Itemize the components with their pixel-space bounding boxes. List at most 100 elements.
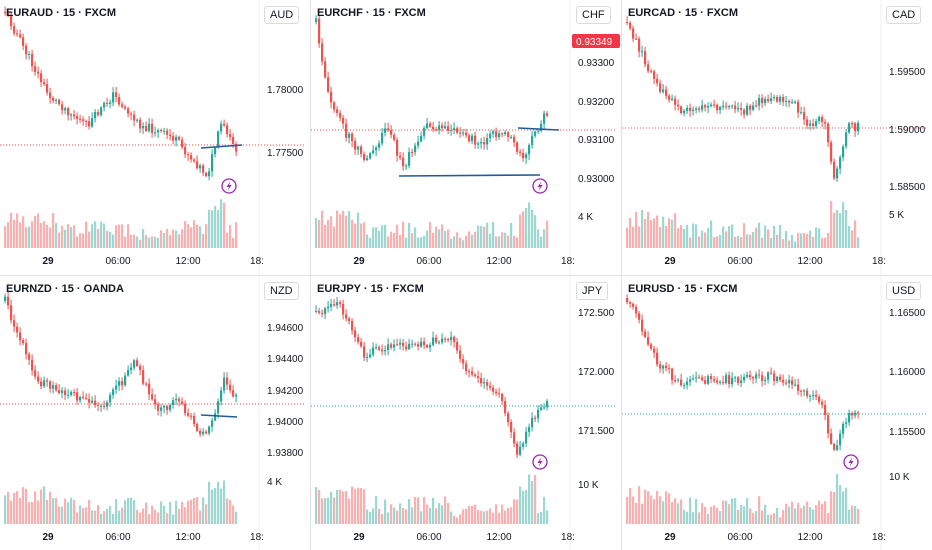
symbol-title[interactable]: EURCHF · 15 · FXCM	[317, 7, 426, 19]
volume-bar	[833, 212, 836, 248]
volume-bar	[791, 234, 794, 248]
candle	[88, 393, 91, 409]
candle	[629, 300, 632, 308]
volume-bar	[740, 505, 743, 524]
volume-bars	[626, 474, 860, 524]
volume-bar	[37, 213, 40, 248]
chart-panel-eurnzd[interactable]: 1.94600 1.94400 1.94200 1.94000 1.93800 4 K 29…	[0, 276, 310, 550]
trendline[interactable]	[200, 144, 243, 149]
candle	[713, 375, 716, 384]
volume-bar	[740, 237, 743, 248]
candle	[468, 368, 471, 378]
candle	[752, 101, 755, 112]
volume-bar	[139, 239, 142, 248]
volume-bar	[396, 510, 399, 524]
volume-bar	[49, 227, 52, 248]
currency-label[interactable]: CHF	[576, 6, 611, 24]
currency-label[interactable]: AUD	[264, 6, 300, 24]
symbol-title[interactable]: EURAUD · 15 · FXCM	[6, 7, 117, 19]
candle	[758, 94, 761, 111]
currency-label[interactable]: NZD	[264, 282, 299, 300]
candle	[366, 154, 369, 162]
chart-canvas[interactable]: 0.93300 0.93200 0.93100 0.93000 0.93349 4 K 29…	[311, 0, 621, 275]
currency-label[interactable]: JPY	[576, 282, 609, 300]
trendline[interactable]	[200, 414, 238, 418]
currency-label[interactable]: CAD	[886, 6, 922, 24]
candle	[471, 366, 474, 377]
volume-bar	[776, 507, 779, 524]
candle	[31, 354, 34, 376]
candle	[450, 331, 453, 346]
candle	[423, 337, 426, 350]
volume-bar	[22, 487, 25, 524]
candle	[345, 309, 348, 322]
volume-bar	[172, 229, 175, 248]
candle	[767, 94, 770, 104]
symbol-title[interactable]: EURCAD · 15 · FXCM	[628, 7, 739, 19]
candle	[776, 94, 779, 103]
lightning-bolt-icon[interactable]	[532, 454, 548, 470]
time-tick-label: 29	[42, 532, 54, 543]
lightning-bolt-icon[interactable]	[532, 178, 548, 194]
candle	[806, 387, 809, 399]
volume-bar	[644, 218, 647, 248]
volume-bar	[25, 227, 28, 248]
volume-bar	[668, 218, 671, 248]
chart-canvas[interactable]: 172.500 172.000 171.500 10 K 29 06:00 12:00 18:	[311, 276, 621, 550]
chart-canvas[interactable]: 1.59500 1.59000 1.58500 5 K 29 06:00 12:00 18:	[622, 0, 932, 275]
candle	[522, 148, 525, 162]
candle	[713, 99, 716, 108]
candle	[791, 376, 794, 389]
chart-canvas[interactable]: 1.16500 1.16000 1.15500 10 K 29 06:00 12:00 18:	[622, 276, 932, 550]
lightning-bolt-icon[interactable]	[221, 178, 237, 194]
candle	[82, 116, 85, 126]
volume-bar	[540, 236, 543, 248]
volume-bar	[76, 512, 79, 524]
volume-bar	[806, 233, 809, 248]
candle	[857, 410, 860, 419]
trendline[interactable]	[398, 174, 541, 177]
symbol-title[interactable]: EURJPY · 15 · FXCM	[317, 283, 424, 295]
volume-bar	[61, 225, 64, 248]
chart-panel-eurcad[interactable]: 1.59500 1.59000 1.58500 5 K 29 06:00 12:00 18: …	[622, 0, 932, 275]
volume-bar	[408, 499, 411, 524]
currency-label[interactable]: USD	[886, 282, 922, 300]
candle	[420, 131, 423, 143]
volume-bar	[803, 505, 806, 524]
candle	[40, 377, 43, 390]
candle	[626, 16, 629, 26]
volume-bar	[638, 226, 641, 248]
candle	[650, 68, 653, 74]
candle	[19, 29, 22, 39]
volume-bar	[336, 490, 339, 524]
volume-bar	[471, 234, 474, 248]
candle	[208, 167, 211, 181]
lightning-bolt-icon[interactable]	[843, 454, 859, 470]
symbol-title[interactable]: EURUSD · 15 · FXCM	[628, 283, 738, 295]
candles	[315, 296, 549, 459]
chart-panel-euraud[interactable]: 1.78000 1.77500 29 06:00 12:00 18: EURAUD · 1…	[0, 0, 310, 275]
candle	[758, 369, 761, 379]
candle	[390, 342, 393, 350]
candle	[824, 400, 827, 421]
price-tick-label: 1.59500	[889, 67, 926, 78]
chart-panel-eurchf[interactable]: 0.93300 0.93200 0.93100 0.93000 0.93349 4 K 29…	[311, 0, 621, 275]
volume-bar	[698, 236, 701, 248]
chart-canvas[interactable]: 1.94600 1.94400 1.94200 1.94000 1.93800 4 K 29…	[0, 276, 310, 550]
volume-bar	[205, 224, 208, 248]
symbol-title[interactable]: EURNZD · 15 · OANDA	[6, 283, 124, 295]
volume-bar	[348, 211, 351, 248]
candle	[737, 102, 740, 113]
volume-bar	[199, 226, 202, 248]
chart-panel-eurusd[interactable]: 1.16500 1.16000 1.15500 10 K 29 06:00 12:00 18:…	[622, 276, 932, 550]
candle	[43, 78, 46, 87]
candle	[653, 69, 656, 85]
chart-canvas[interactable]: 1.78000 1.77500 29 06:00 12:00 18:	[0, 0, 310, 275]
trendline[interactable]	[517, 127, 560, 131]
candle	[318, 307, 321, 315]
volume-bar	[19, 497, 22, 524]
volume-bar	[794, 508, 797, 524]
volume-bar	[396, 224, 399, 248]
chart-panel-eurjpy[interactable]: 172.500 172.000 171.500 10 K 29 06:00 12:00 18:…	[311, 276, 621, 550]
candle	[812, 119, 815, 130]
